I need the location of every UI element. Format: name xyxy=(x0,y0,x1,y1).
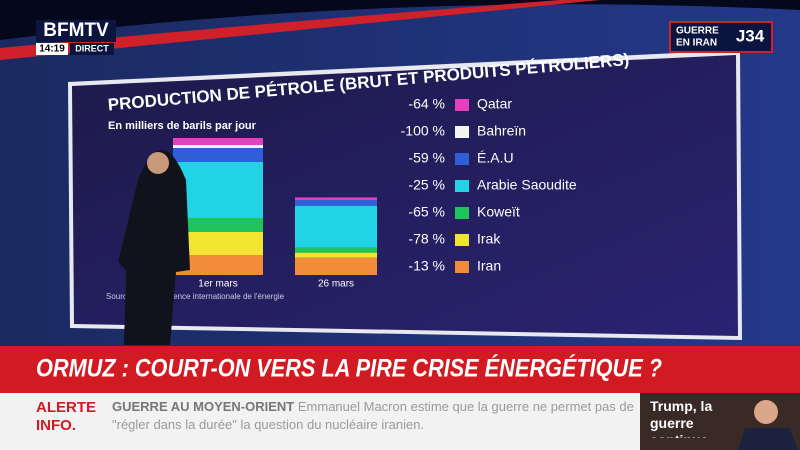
logo: BFMTV xyxy=(43,20,109,41)
legend-label: Iran xyxy=(477,258,501,274)
presenter-head xyxy=(147,152,169,174)
change-label: -59 % xyxy=(408,150,445,166)
change-label: -78 % xyxy=(408,231,445,247)
change-label: -25 % xyxy=(408,177,445,193)
bar-segment xyxy=(295,247,377,253)
promo-text: Trump, la guerre continue xyxy=(650,398,713,438)
ticker-text-block: GUERRE AU MOYEN-ORIENT Emmanuel Macron e… xyxy=(112,398,636,434)
badge-line1: GUERRE xyxy=(676,26,719,37)
legend-label: Koweït xyxy=(477,204,520,220)
change-label: -65 % xyxy=(408,204,445,220)
bar-segment xyxy=(173,218,263,232)
bar-segment xyxy=(295,257,377,275)
chart-subtitle: En milliers de barils par jour xyxy=(108,120,257,132)
bar-segment xyxy=(173,255,263,275)
change-label: -100 % xyxy=(401,123,445,139)
ticker-text: Emmanuel Macron estime que la guerre ne … xyxy=(112,399,634,432)
legend-swatch xyxy=(455,153,469,165)
legend-swatch xyxy=(455,234,469,246)
bar-segment xyxy=(295,205,377,248)
ticker-label: ALERTE xyxy=(36,399,96,416)
time: 14:19 xyxy=(39,44,65,55)
legend-label: É.A.U xyxy=(477,150,514,166)
ticker-label: INFO. xyxy=(36,417,76,434)
bar-segment xyxy=(295,199,377,206)
headline-band xyxy=(0,346,800,393)
chart-source: Source : Kpler - Agence internationale d… xyxy=(106,292,285,301)
legend-label: Qatar xyxy=(477,96,512,112)
ticker-box: GUERRE AU MOYEN-ORIENT Emmanuel Macron e… xyxy=(112,398,636,434)
change-label: -13 % xyxy=(408,258,445,274)
ticker-topic: GUERRE AU MOYEN-ORIENT xyxy=(112,399,295,414)
x-tick-label: 1er mars xyxy=(198,279,237,290)
badge-line2: EN IRAN xyxy=(676,38,717,49)
bar-segment xyxy=(173,138,263,145)
presenter xyxy=(118,150,190,345)
badge-day: J34 xyxy=(736,26,765,45)
promo-suit xyxy=(738,428,798,450)
ticker-band xyxy=(0,393,640,450)
bar-segment xyxy=(173,148,263,162)
logo-box xyxy=(36,20,116,42)
badge xyxy=(669,21,773,53)
bar-segment xyxy=(173,145,263,148)
bar-segment xyxy=(173,162,263,218)
x-tick-label: 26 mars xyxy=(318,279,354,290)
legend-label: Irak xyxy=(477,231,501,247)
live-box xyxy=(70,43,114,55)
legend-swatch xyxy=(455,261,469,273)
bar-segment xyxy=(295,197,377,200)
bar-segment xyxy=(173,232,263,255)
chart: 1er mars 26 mars -64 % Qatar -100 % Bahreïn -5… xyxy=(173,96,577,290)
promo-text-box: Trump, la guerre continue xyxy=(650,398,713,438)
change-label: -64 % xyxy=(408,96,445,112)
legend-label: Bahreïn xyxy=(477,123,526,139)
legend-swatch xyxy=(455,99,469,111)
live: DIRECT xyxy=(75,43,109,53)
legend-swatch xyxy=(455,180,469,192)
ceiling xyxy=(0,0,800,40)
promo-face xyxy=(754,400,778,424)
legend-label: Arabie Saoudite xyxy=(477,177,577,193)
legend-swatch xyxy=(455,126,469,138)
legend-swatch xyxy=(455,207,469,219)
headline: ORMUZ : COURT-ON VERS LA PIRE CRISE ÉNER… xyxy=(36,354,662,383)
bar-segment xyxy=(295,252,377,258)
time-box xyxy=(36,43,68,55)
red-stripe xyxy=(0,0,600,60)
